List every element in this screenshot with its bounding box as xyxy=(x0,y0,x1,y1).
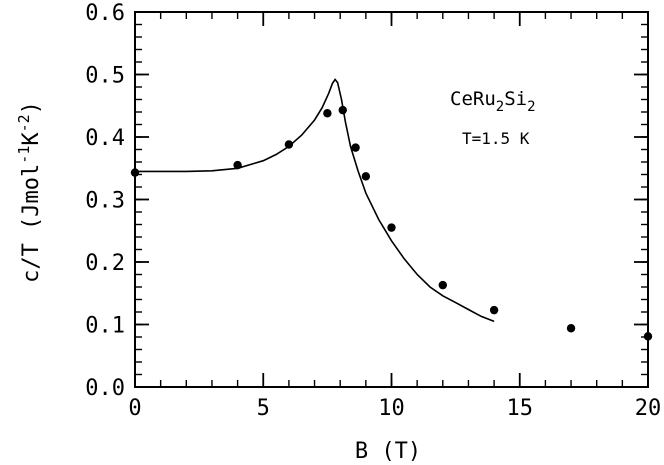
y-tick-label: 0.0 xyxy=(85,376,125,401)
x-tick-label: 0 xyxy=(128,396,141,421)
x-tick-labels: 0 5 10 15 20 xyxy=(128,396,661,421)
y-tick-label: 0.6 xyxy=(85,1,125,26)
fit-curve-line xyxy=(135,78,495,323)
compound-label: CeRu2Si2 xyxy=(450,88,536,115)
data-point xyxy=(566,324,576,333)
x-tick-label: 15 xyxy=(507,396,534,421)
y-axis-label: c/T (Jmol-1K-2) xyxy=(15,101,44,283)
plot-frame xyxy=(134,11,649,388)
y-tick-label: 0.5 xyxy=(85,64,125,89)
data-point xyxy=(338,105,347,115)
data-points xyxy=(130,105,653,341)
data-point xyxy=(361,172,371,181)
x-tick-label: 10 xyxy=(378,396,405,421)
data-point xyxy=(233,160,242,170)
data-point xyxy=(323,109,332,118)
data-point xyxy=(284,140,294,149)
data-point xyxy=(489,305,499,315)
x-tick-label: 5 xyxy=(257,396,270,421)
data-point xyxy=(387,223,396,232)
temperature-label: T=1.5 K xyxy=(462,129,530,148)
y-tick-labels: 0.0 0.1 0.2 0.3 0.4 0.5 0.6 xyxy=(85,1,125,401)
x-tick-label: 20 xyxy=(635,396,662,421)
data-point xyxy=(438,280,447,290)
data-point xyxy=(351,143,360,152)
y-tick-label: 0.3 xyxy=(85,189,125,214)
x-axis-label: B (T) xyxy=(355,439,421,464)
y-tick-label: 0.4 xyxy=(85,126,125,151)
y-tick-label: 0.2 xyxy=(85,251,125,276)
y-tick-label: 0.1 xyxy=(85,314,125,339)
